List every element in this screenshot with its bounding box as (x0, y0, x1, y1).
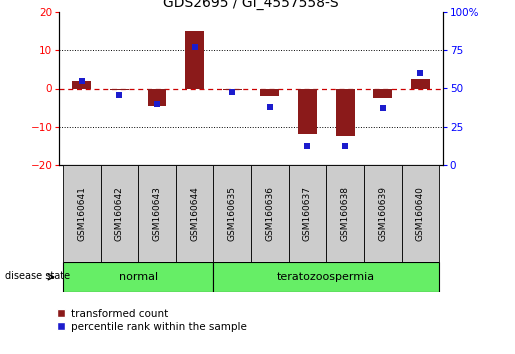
Bar (73, 81, 91, 88)
Text: GSM160641: GSM160641 (77, 186, 87, 241)
Bar (251, 165, 289, 262)
Text: GSM160643: GSM160643 (152, 186, 162, 241)
Text: GSM160642: GSM160642 (115, 186, 124, 241)
Bar (100, 165, 138, 262)
Bar (138, 165, 176, 262)
Bar (411, 79, 430, 88)
Bar (373, 88, 392, 98)
Bar (261, 88, 279, 96)
Text: GSM160640: GSM160640 (416, 186, 425, 241)
Text: teratozoospermia: teratozoospermia (277, 272, 375, 282)
Bar (298, 88, 317, 134)
Bar (148, 88, 166, 105)
Bar (223, 88, 242, 90)
Bar (327, 165, 364, 262)
Text: GSM160635: GSM160635 (228, 186, 237, 241)
Text: normal: normal (118, 272, 158, 282)
Bar (402, 165, 439, 262)
Title: GDS2695 / GI_4557558-S: GDS2695 / GI_4557558-S (163, 0, 339, 10)
Bar (63, 165, 100, 262)
Bar (63, 262, 213, 292)
Text: GSM160636: GSM160636 (265, 186, 274, 241)
Bar (213, 262, 439, 292)
Text: GSM160638: GSM160638 (340, 186, 350, 241)
Bar (176, 165, 213, 262)
Text: GSM160644: GSM160644 (190, 186, 199, 241)
Bar (289, 165, 327, 262)
Text: GSM160637: GSM160637 (303, 186, 312, 241)
Bar (213, 165, 251, 262)
Bar (110, 88, 129, 90)
Bar (336, 88, 354, 136)
Bar (364, 165, 402, 262)
Text: disease state: disease state (5, 270, 70, 280)
Text: GSM160639: GSM160639 (378, 186, 387, 241)
Legend: transformed count, percentile rank within the sample: transformed count, percentile rank withi… (54, 306, 250, 335)
Bar (185, 32, 204, 88)
